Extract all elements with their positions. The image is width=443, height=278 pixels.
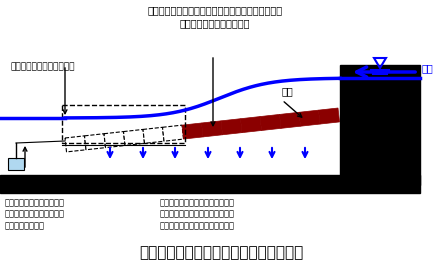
Polygon shape <box>319 108 339 124</box>
Polygon shape <box>202 121 222 137</box>
Polygon shape <box>143 127 164 143</box>
Polygon shape <box>85 134 105 150</box>
Text: 装置: 装置 <box>282 86 294 96</box>
Text: ゴミ堆積防止のための短縮: ゴミ堆積防止のための短縮 <box>10 62 74 71</box>
Polygon shape <box>124 130 144 145</box>
Polygon shape <box>221 119 242 135</box>
Text: 落差構造物: 落差構造物 <box>348 110 377 120</box>
Text: 落下水流が角材の隙間から徐々に落下することで、
騒音の低減に効果が現れる: 落下水流が角材の隙間から徐々に落下することで、 騒音の低減に効果が現れる <box>148 5 283 28</box>
Bar <box>0 175 420 193</box>
Polygon shape <box>280 112 300 128</box>
Bar <box>8 158 24 170</box>
Text: 図２　装置の設置状況のイメージと効果: 図２ 装置の設置状況のイメージと効果 <box>139 245 303 260</box>
Polygon shape <box>299 110 320 126</box>
Text: 波立ちによる装置の振動防
止のため、ワイヤーで装置
の下端を引張する: 波立ちによる装置の振動防 止のため、ワイヤーで装置 の下端を引張する <box>5 198 65 230</box>
Polygon shape <box>65 136 86 152</box>
Polygon shape <box>163 125 183 141</box>
Text: 上下流の水位差が大きく、落下水
脈の下面が装置の上面から乖離す
る場合は、側壁にガイドを設ける: 上下流の水位差が大きく、落下水 脈の下面が装置の上面から乖離す る場合は、側壁に… <box>160 198 235 230</box>
Text: 流れ: 流れ <box>422 63 434 73</box>
Polygon shape <box>104 131 125 148</box>
Bar <box>62 105 185 143</box>
Polygon shape <box>260 115 281 130</box>
Bar <box>340 65 420 185</box>
Polygon shape <box>182 123 203 139</box>
Polygon shape <box>241 116 261 133</box>
